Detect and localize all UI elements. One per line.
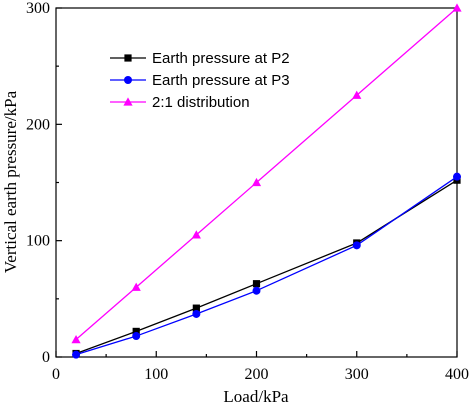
x-tick-label: 100 (144, 366, 168, 383)
data-point (251, 177, 262, 187)
data-point (192, 309, 201, 318)
data-point (71, 334, 81, 344)
series-3 (71, 3, 462, 344)
data-point (352, 90, 362, 99)
legend-label: Earth pressure at P2 (152, 50, 290, 67)
y-tick-label: 0 (42, 349, 50, 366)
data-point (191, 230, 201, 239)
data-point (352, 241, 361, 250)
legend-marker (124, 54, 132, 62)
legend-item: 2:1 distribution (110, 94, 250, 111)
legend-label: 2:1 distribution (152, 94, 250, 111)
data-point (252, 280, 261, 288)
y-tick-label: 300 (26, 0, 50, 17)
legend-item: Earth pressure at P3 (110, 72, 290, 89)
x-axis-title: Load/kPa (223, 387, 289, 406)
x-tick-label: 300 (345, 366, 369, 383)
series-layer (71, 3, 462, 359)
data-point (252, 286, 261, 295)
legend-label: Earth pressure at P3 (152, 72, 290, 89)
data-point (72, 350, 81, 359)
x-tick-label: 400 (445, 366, 469, 383)
data-point (452, 3, 462, 12)
series-line (75, 176, 458, 356)
legend-marker (123, 97, 133, 106)
series-line (75, 179, 458, 355)
data-point (453, 172, 461, 181)
series-2 (72, 172, 461, 359)
legend-item: Earth pressure at P2 (110, 50, 290, 67)
series-line (75, 7, 458, 341)
y-tick-label: 100 (26, 233, 50, 250)
x-axis: 0 100 200 300 400 (52, 351, 469, 383)
data-point (132, 327, 140, 336)
data-point (132, 332, 141, 341)
y-axis-title: Vertical earth pressure/kPa (1, 90, 20, 273)
y-tick-label: 200 (26, 116, 50, 133)
x-tick-label: 200 (245, 366, 269, 383)
series-1 (72, 176, 461, 358)
x-tick-label: 0 (52, 366, 60, 383)
legend-marker (124, 76, 132, 84)
data-point (192, 304, 200, 312)
data-point (131, 282, 141, 291)
y-axis: 0 100 200 300 (26, 0, 62, 366)
legend: Earth pressure at P2 Earth pressure at P3… (110, 50, 290, 111)
